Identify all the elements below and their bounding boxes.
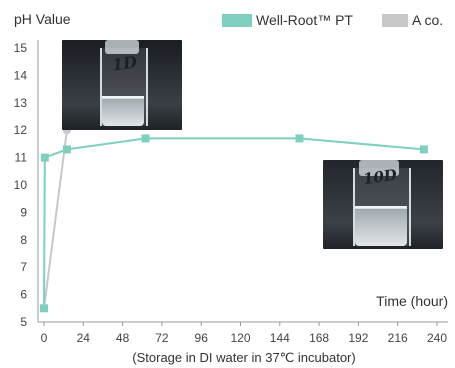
chart-subtitle: (Storage in DI water in 37℃ incubator) [132, 350, 355, 365]
y-tick-label: 7 [20, 260, 27, 274]
y-tick-label: 13 [14, 96, 28, 110]
y-tick-label: 9 [20, 205, 27, 219]
vial-photo-1d: 1D [62, 40, 182, 130]
x-tick-label: 168 [309, 331, 329, 345]
x-axis-label: Time (hour) [376, 293, 448, 309]
data-point-0 [295, 134, 304, 143]
legend-label-0: Well-Root™ PT [256, 12, 353, 28]
y-axis-label: pH Value [14, 11, 71, 27]
data-point-0 [40, 153, 49, 162]
vial-photo-10d: 10D [323, 160, 443, 249]
y-tick-label: 11 [15, 151, 28, 165]
x-tick-label: 0 [41, 331, 48, 345]
x-tick-label: 24 [77, 331, 91, 345]
x-tick-label: 240 [427, 331, 447, 345]
y-tick-label: 10 [14, 178, 28, 192]
y-tick-label: 8 [20, 233, 27, 247]
y-tick-label: 5 [20, 315, 27, 329]
x-tick-label: 96 [195, 331, 209, 345]
legend: Well-Root™ PT A co. [222, 12, 443, 28]
x-tick-label: 120 [230, 331, 250, 345]
y-tick-label: 14 [14, 68, 28, 82]
x-tick-label: 216 [388, 331, 408, 345]
series-line-1 [43, 130, 68, 309]
x-tick-label: 192 [348, 331, 368, 345]
data-point-0 [40, 304, 48, 313]
legend-swatch-1 [382, 14, 408, 27]
series-line-0 [43, 137, 424, 309]
data-point-0 [419, 145, 428, 154]
legend-swatch-0 [222, 14, 252, 27]
x-tick-label: 48 [116, 331, 130, 345]
vial-label-1d: 1D [110, 52, 139, 75]
y-tick-label: 15 [14, 41, 28, 55]
data-point-0 [141, 134, 150, 143]
legend-label-1: A co. [412, 12, 443, 28]
axes: 0 24 48 72 96 120 144 168 192 216 240 5 6 7 8 9 10 11 12 13… [14, 40, 448, 345]
y-tick-label: 6 [20, 288, 27, 302]
series-layer [40, 126, 428, 313]
x-tick-label: 72 [155, 331, 169, 345]
x-tick-label: 144 [270, 331, 290, 345]
data-point-0 [62, 145, 71, 154]
y-tick-label: 12 [14, 123, 28, 137]
